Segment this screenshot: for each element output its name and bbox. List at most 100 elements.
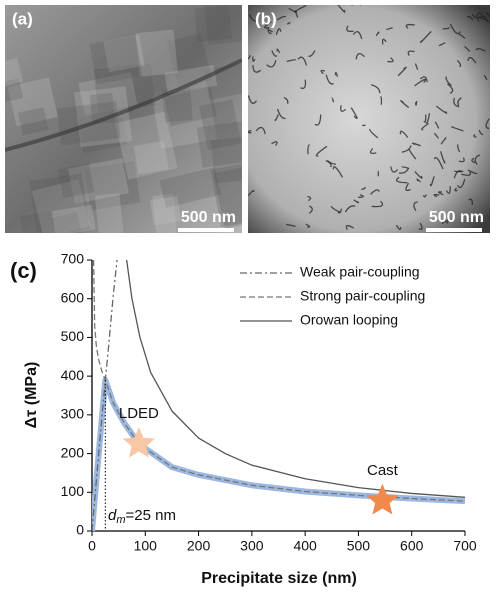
texture	[387, 57, 394, 63]
texture	[357, 194, 364, 199]
texture	[89, 35, 143, 85]
texture	[271, 50, 278, 57]
texture	[276, 15, 287, 21]
y-tick-label: 500	[61, 328, 85, 344]
texture	[267, 26, 272, 35]
texture	[466, 16, 474, 21]
texture	[248, 129, 252, 134]
texture	[353, 199, 360, 204]
texture	[350, 107, 358, 120]
texture	[461, 171, 472, 176]
texture	[274, 114, 279, 122]
texture	[332, 166, 344, 178]
panel-label: (a)	[12, 9, 33, 28]
texture	[51, 212, 89, 233]
texture	[5, 58, 242, 152]
texture	[330, 205, 341, 213]
line	[125, 259, 466, 498]
texture	[458, 33, 466, 39]
texture	[445, 76, 452, 87]
texture	[438, 42, 446, 47]
texture	[252, 56, 256, 62]
texture	[305, 223, 311, 228]
texture	[135, 29, 178, 77]
texture	[457, 97, 462, 107]
texture	[413, 201, 418, 212]
texture	[248, 54, 251, 60]
texture	[57, 163, 95, 199]
texture	[397, 66, 407, 77]
texture	[486, 12, 490, 18]
texture	[300, 79, 307, 90]
texture	[7, 77, 58, 127]
texture	[67, 158, 129, 204]
texture	[166, 32, 213, 89]
texture	[473, 134, 477, 138]
texture	[438, 191, 444, 196]
scale-bar	[178, 228, 234, 232]
scale-bar	[426, 228, 482, 232]
texture	[19, 211, 56, 233]
scale-bar-label: 500 nm	[181, 209, 236, 226]
legend-label: Weak pair-coupling	[300, 264, 420, 280]
star-marker	[366, 483, 399, 515]
texture	[337, 208, 343, 214]
y-tick-label: 600	[61, 289, 85, 305]
texture	[370, 84, 381, 94]
texture	[115, 111, 178, 180]
texture	[94, 193, 124, 233]
texture	[252, 65, 262, 73]
x-tick-label: 300	[240, 538, 264, 554]
texture	[340, 105, 347, 112]
texture	[423, 114, 427, 123]
texture	[315, 145, 328, 157]
texture	[475, 13, 486, 19]
texture	[337, 5, 346, 13]
texture	[162, 87, 193, 123]
texture	[386, 27, 393, 31]
texture	[31, 179, 91, 233]
texture	[334, 71, 339, 78]
texture	[5, 57, 24, 88]
point-label: LDED	[119, 405, 159, 422]
texture	[433, 193, 440, 198]
texture	[398, 168, 409, 174]
x-tick-label: 700	[453, 538, 477, 554]
y-tick-label: 400	[61, 367, 85, 383]
texture	[467, 169, 478, 175]
texture	[400, 100, 410, 109]
point-label: Cast	[367, 462, 399, 479]
star-marker	[122, 426, 156, 458]
y-axis-label: Δτ (MPa)	[23, 362, 40, 429]
texture	[395, 224, 402, 230]
x-tick-label: 200	[187, 538, 211, 554]
texture	[248, 14, 258, 22]
texture	[440, 137, 447, 145]
texture	[371, 200, 384, 208]
texture	[422, 194, 427, 198]
texture	[414, 63, 419, 70]
texture	[29, 173, 90, 233]
texture	[320, 69, 325, 75]
texture	[133, 140, 169, 175]
texture	[198, 99, 242, 151]
annotation: dm=25 nm	[108, 507, 176, 526]
texture	[467, 56, 477, 64]
texture	[483, 74, 488, 81]
texture	[307, 144, 310, 155]
texture	[369, 147, 377, 155]
texture	[248, 95, 258, 105]
texture	[5, 78, 24, 103]
texture	[314, 114, 322, 126]
texture	[379, 96, 383, 105]
legend-label: Strong pair-coupling	[300, 288, 425, 304]
texture	[433, 132, 439, 139]
panel-label: (c)	[10, 258, 37, 283]
texture	[74, 86, 133, 148]
scale-bar-label: 500 nm	[429, 209, 484, 226]
texture	[421, 122, 429, 131]
micrograph-b	[248, 5, 490, 233]
texture	[308, 205, 313, 214]
texture	[325, 74, 334, 85]
